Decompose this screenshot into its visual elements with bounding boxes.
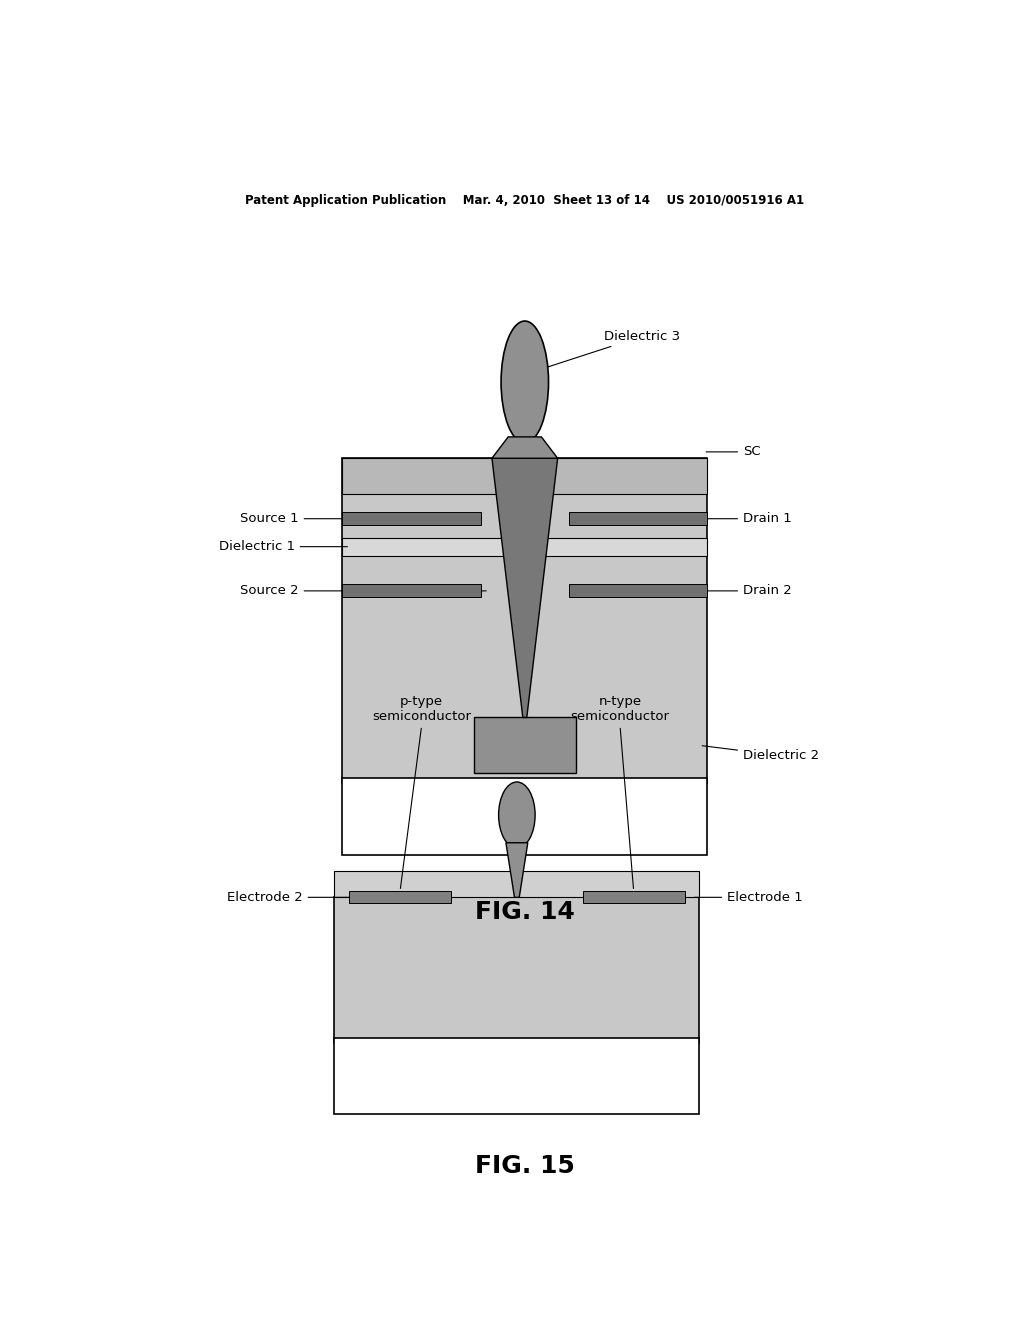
Bar — [568, 585, 708, 598]
Ellipse shape — [499, 781, 536, 847]
Text: G: G — [504, 758, 514, 771]
Bar — [342, 779, 708, 854]
Polygon shape — [492, 437, 558, 458]
Ellipse shape — [501, 321, 549, 444]
Text: Drain 2: Drain 2 — [571, 585, 792, 598]
Text: SC: SC — [707, 445, 761, 458]
Text: Dielectric 2: Dielectric 2 — [702, 746, 819, 762]
Bar — [334, 898, 699, 1043]
Bar — [583, 891, 685, 903]
Bar — [334, 871, 699, 898]
Bar — [568, 512, 708, 525]
Text: Source 2: Source 2 — [240, 585, 486, 598]
Polygon shape — [492, 458, 558, 718]
Text: Drain 1: Drain 1 — [702, 512, 792, 525]
Text: p-type
semiconductor: p-type semiconductor — [372, 694, 471, 722]
Text: Electrode 2: Electrode 2 — [227, 891, 354, 904]
Text: FIG. 15: FIG. 15 — [475, 1155, 574, 1179]
Bar — [334, 1038, 699, 1114]
Text: Source 1: Source 1 — [240, 512, 347, 525]
Polygon shape — [506, 842, 527, 898]
Text: Dielectric 3: Dielectric 3 — [542, 330, 680, 370]
Text: FIG. 14: FIG. 14 — [475, 900, 574, 924]
Bar — [342, 537, 708, 556]
Text: Patent Application Publication    Mar. 4, 2010  Sheet 13 of 14    US 2010/005191: Patent Application Publication Mar. 4, 2… — [245, 194, 805, 207]
Text: Electrode 1: Electrode 1 — [694, 891, 803, 904]
Bar — [474, 718, 575, 774]
Bar — [342, 458, 708, 494]
Bar — [342, 458, 708, 784]
Bar — [342, 512, 481, 525]
Text: Dielectric 1: Dielectric 1 — [218, 540, 347, 553]
Text: n-type
semiconductor: n-type semiconductor — [570, 694, 670, 722]
Bar — [349, 891, 452, 903]
Bar — [342, 585, 481, 598]
